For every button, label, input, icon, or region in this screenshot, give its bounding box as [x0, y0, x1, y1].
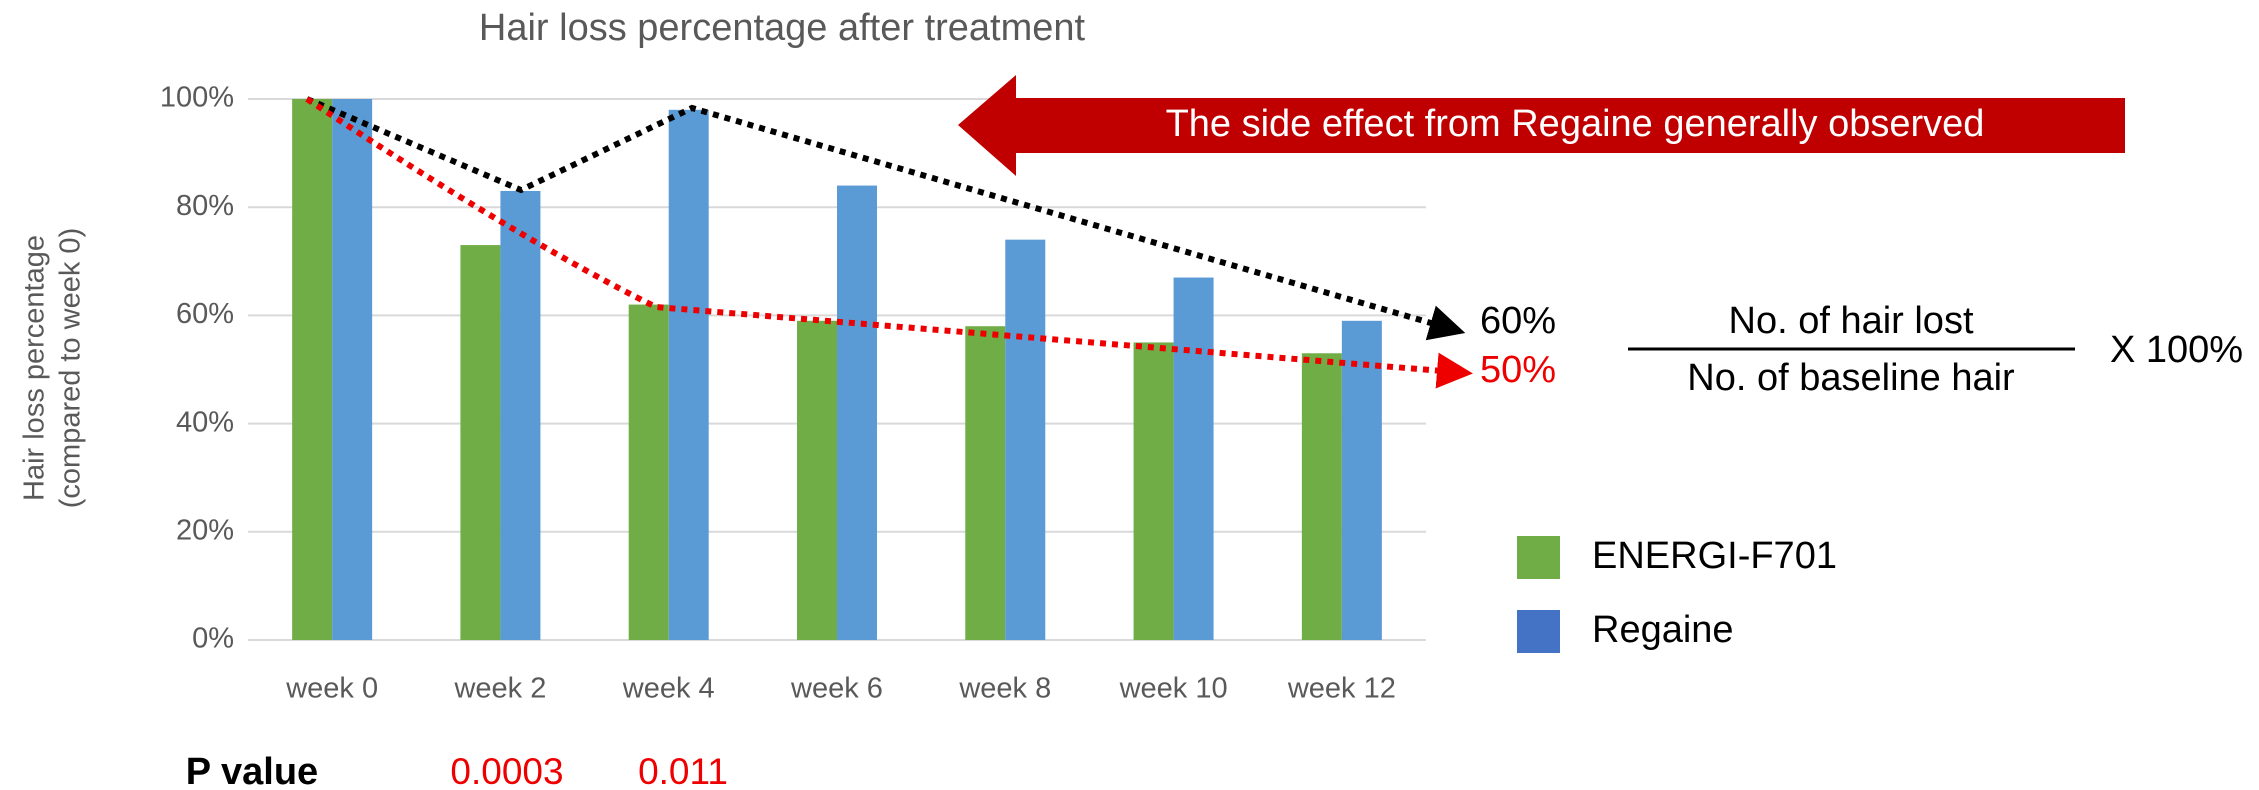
- legend-swatch: [1517, 536, 1560, 579]
- bar: [965, 326, 1006, 640]
- legend-swatch: [1517, 610, 1560, 653]
- bar: [1133, 342, 1174, 640]
- bar: [460, 245, 501, 640]
- bar: [332, 99, 373, 640]
- x-tick-label: week 10: [1119, 673, 1228, 705]
- bar: [500, 190, 541, 640]
- x-tick-label: week 6: [790, 673, 883, 705]
- chart-title: Hair loss percentage after treatment: [479, 7, 1086, 49]
- bar: [837, 185, 877, 640]
- formula-factor: X 100%: [2110, 329, 2243, 371]
- y-tick-label: 0%: [192, 623, 234, 655]
- end-label: 50%: [1480, 349, 1556, 391]
- x-tick-label: week 2: [453, 673, 546, 705]
- formula-denominator: No. of baseline hair: [1687, 357, 2015, 399]
- bar: [1301, 353, 1342, 640]
- bar: [797, 320, 837, 640]
- formula-numerator: No. of hair lost: [1729, 300, 1974, 342]
- y-tick-label: 40%: [176, 406, 234, 438]
- y-tick-label: 80%: [176, 190, 234, 222]
- p-value: 0.011: [638, 751, 728, 790]
- x-tick-label: week 12: [1287, 673, 1396, 705]
- x-tick-label: week 4: [622, 673, 715, 705]
- bar: [628, 304, 669, 640]
- end-label: 60%: [1480, 300, 1556, 342]
- bar: [1341, 320, 1382, 640]
- p-value-label: P value: [186, 751, 318, 790]
- y-tick-label: 20%: [176, 514, 234, 546]
- trend-energi: [305, 96, 1473, 389]
- y-axis-title: Hair loss percentage (compared to week 0…: [19, 228, 87, 508]
- trend-regaine: [305, 96, 1466, 341]
- banner-arrow: [958, 75, 2125, 176]
- y-tick-label: 60%: [176, 298, 234, 330]
- plot-area: 0% 20% 40% 60% 80% 100% week 0 week 2 week 4 week…: [160, 82, 1426, 705]
- bar: [1005, 239, 1046, 640]
- y-axis-title-line: Hair loss percentage: [19, 235, 51, 501]
- bar: [292, 99, 333, 640]
- banner-text: The side effect from Regaine generally o…: [1166, 103, 1985, 145]
- y-tick-label: 100%: [160, 82, 234, 114]
- x-tick-label: week 8: [958, 673, 1051, 705]
- x-tick-label: week 0: [285, 673, 378, 705]
- legend-label: ENERGI-F701: [1592, 535, 1837, 577]
- bar: [1173, 277, 1214, 640]
- y-axis-title-line: (compared to week 0): [55, 228, 87, 508]
- p-value: 0.0003: [450, 751, 563, 790]
- legend-label: Regaine: [1592, 609, 1734, 651]
- bar: [668, 109, 709, 640]
